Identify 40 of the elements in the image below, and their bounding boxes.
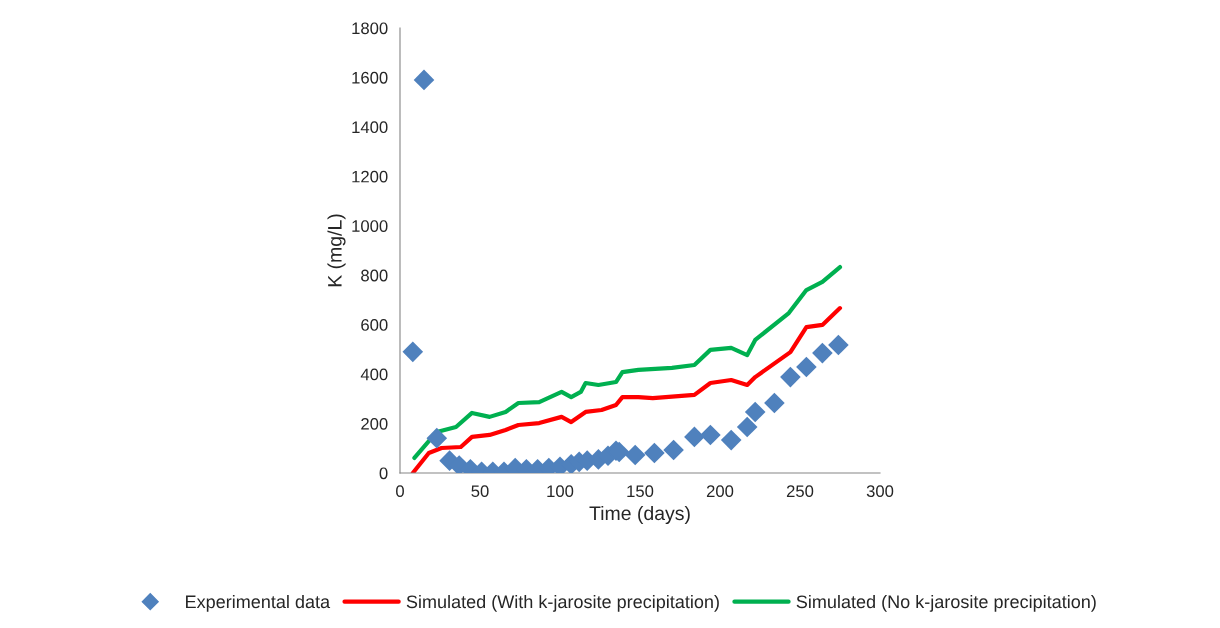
legend-label: Simulated (No k-jarosite precipitation) [796,594,1096,612]
legend-label: Simulated (With k-jarosite precipitation) [406,594,719,612]
point [764,392,785,414]
point [736,416,758,438]
point [812,342,833,364]
x-tick-label: 300 [866,485,894,498]
point [426,427,448,449]
point [700,424,721,446]
point [413,69,435,91]
x-tick-label: 50 [471,485,489,498]
point [796,356,817,378]
point [744,401,766,423]
y-tick-label: 800 [361,269,388,282]
point [780,366,801,388]
y-tick-label: 1200 [352,170,388,183]
x-tick-label: 0 [396,485,404,498]
line-series [412,264,843,461]
point [402,341,424,363]
point [720,429,742,451]
x-axis-title: Time (days) [589,505,690,525]
x-tick-label: 100 [547,485,574,498]
point [684,426,705,448]
y-axis-title: K (mg/L) [327,214,346,287]
x-tick-label: 250 [786,485,814,498]
y-tick-label: 1000 [352,220,388,232]
y-tick-label: 1800 [352,22,388,35]
point [624,444,646,466]
y-tick-label: 1600 [352,71,388,84]
y-tick-label: 1400 [352,121,388,134]
x-tick-label: 150 [627,485,654,498]
point [644,442,665,464]
y-tick-label: 0 [379,467,388,480]
x-tick-label: 200 [706,485,734,498]
point [828,334,849,356]
legend-label: Experimental data [186,594,331,612]
line-series [410,306,843,473]
y-tick-label: 200 [361,417,388,430]
y-tick-label: 400 [360,368,388,381]
y-tick-label: 600 [361,319,388,331]
point [663,439,684,461]
